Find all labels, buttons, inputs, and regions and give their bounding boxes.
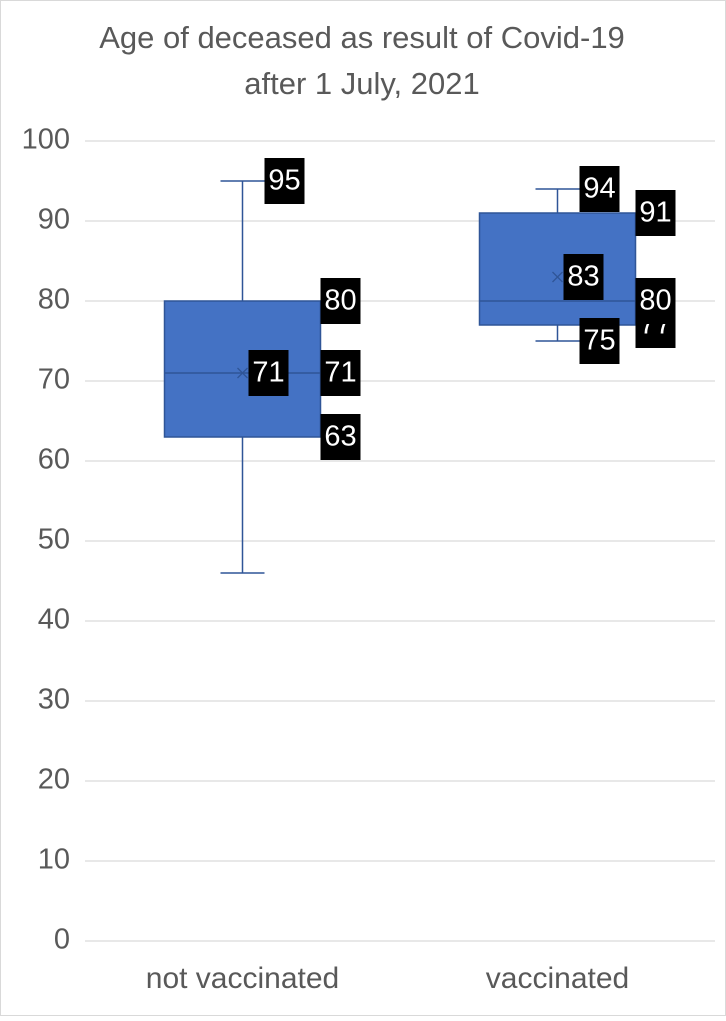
mean-marker (237, 367, 248, 379)
y-tick-label: 70 (38, 364, 70, 396)
y-tick-label: 100 (22, 124, 70, 156)
data-label-text: 63 (324, 421, 356, 453)
x-tick-label: not vaccinated (146, 962, 339, 995)
y-tick-label: 90 (38, 204, 70, 236)
data-label: 63 (320, 414, 361, 460)
data-label: 91 (635, 190, 676, 236)
data-label-text: 80 (639, 285, 671, 317)
data-label-bg (320, 350, 361, 396)
box (478, 212, 637, 326)
data-label-bg (579, 318, 620, 364)
data-label-text: 94 (583, 173, 615, 205)
data-label-bg (248, 350, 289, 396)
y-tick-label: 20 (38, 764, 70, 796)
data-label-bg (635, 278, 676, 324)
y-tick-label: 30 (38, 684, 70, 716)
data-label-text: 83 (567, 261, 599, 293)
data-label-text: 71 (252, 357, 284, 389)
y-tick-label: 0 (54, 924, 70, 956)
data-label: 94 (579, 166, 620, 212)
data-label-bg (320, 414, 361, 460)
data-label-text: 71 (324, 357, 356, 389)
y-tick-label: 10 (38, 844, 70, 876)
data-label: 71 (320, 350, 361, 396)
chart-title: Age of deceased as result of Covid-19 (99, 20, 625, 55)
data-label: 75 (579, 318, 620, 364)
y-tick-label: 80 (38, 284, 70, 316)
data-label-text: 75 (583, 325, 615, 357)
data-label-bg (635, 190, 676, 236)
data-label-bg (320, 278, 361, 324)
data-label-text: 80 (324, 285, 356, 317)
y-tick-label: 60 (38, 444, 70, 476)
data-label-bg (579, 166, 620, 212)
mean-marker (552, 271, 563, 283)
y-tick-label: 50 (38, 524, 70, 556)
x-tick-label: vaccinated (486, 962, 629, 995)
data-label: 83 (563, 254, 604, 300)
data-label: 71 (248, 350, 289, 396)
data-label: 80 (320, 278, 361, 324)
y-tick-label: 40 (38, 604, 70, 636)
chart-title: after 1 July, 2021 (244, 66, 480, 101)
data-label-bg (264, 158, 305, 204)
data-label-text: 91 (639, 197, 671, 229)
data-label: 80 (635, 278, 676, 324)
data-label: 95 (264, 158, 305, 204)
box (163, 300, 322, 438)
data-label-text: 95 (268, 165, 300, 197)
data-label-bg (563, 254, 604, 300)
